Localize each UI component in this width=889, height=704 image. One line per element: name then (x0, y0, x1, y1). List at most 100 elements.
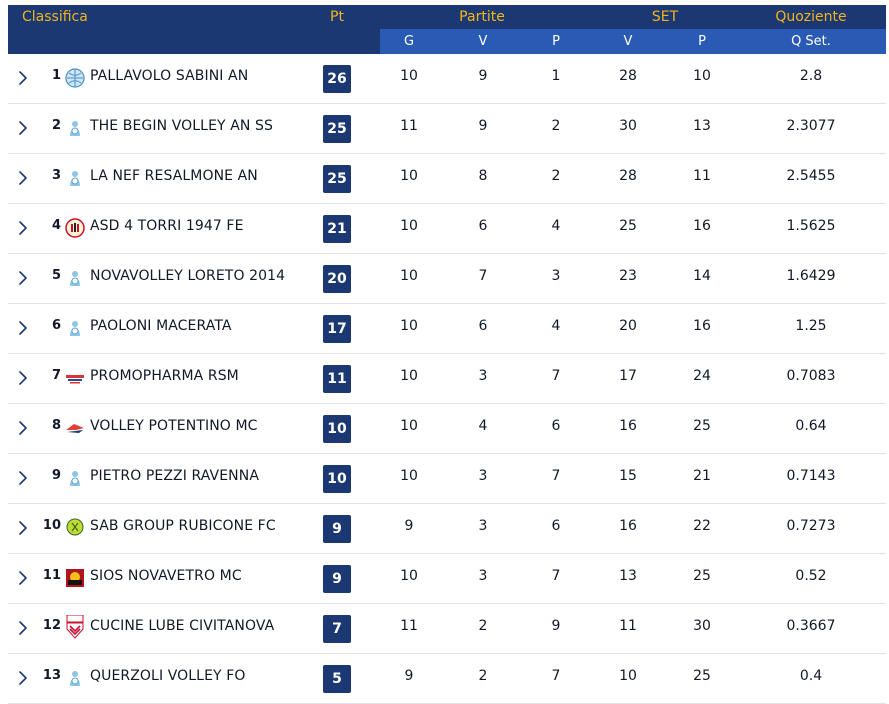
chevron-right-icon[interactable] (16, 269, 30, 287)
sets-won-cell: 28 (619, 168, 637, 184)
generic-team-logo-icon (65, 168, 85, 188)
rank-cell: 1 (51, 68, 61, 83)
sets-won-cell: 16 (619, 418, 637, 434)
table-row[interactable]: 7 PROMOPHARMA RSM 11 10 3 7 17 24 0.7083 (8, 354, 886, 404)
chevron-right-icon[interactable] (16, 319, 30, 337)
team-name[interactable]: QUERZOLI VOLLEY FO (90, 668, 246, 684)
chevron-right-icon[interactable] (16, 419, 30, 437)
points-badge: 20 (323, 265, 351, 293)
chevron-right-icon[interactable] (16, 619, 30, 637)
table-row[interactable]: 13 QUERZOLI VOLLEY FO 5 9 2 7 10 25 0.4 (8, 654, 886, 704)
chevron-right-icon[interactable] (16, 569, 30, 587)
team-name[interactable]: THE BEGIN VOLLEY AN SS (90, 118, 273, 134)
sets-won-cell: 11 (619, 618, 637, 634)
matches-won-cell: 2 (478, 618, 488, 634)
matches-won-cell: 9 (478, 118, 488, 134)
set-quotient-cell: 1.6429 (786, 268, 836, 284)
matches-lost-cell: 1 (551, 68, 561, 84)
matches-won-cell: 4 (478, 418, 488, 434)
table-row[interactable]: 4 ASD 4 TORRI 1947 FE 21 10 6 4 25 16 1.5625 (8, 204, 886, 254)
games-played-cell: 10 (400, 218, 418, 234)
rank-cell: 12 (42, 618, 61, 633)
generic-team-logo-icon (65, 118, 85, 138)
team-name[interactable]: VOLLEY POTENTINO MC (90, 418, 258, 434)
team-name[interactable]: PROMOPHARMA RSM (90, 368, 239, 384)
sets-won-cell: 15 (619, 468, 637, 484)
set-quotient-cell: 0.3667 (786, 618, 836, 634)
header-set: SET (651, 9, 679, 25)
header-classifica: Classifica (22, 9, 88, 25)
sets-won-cell: 30 (619, 118, 637, 134)
games-played-cell: 10 (400, 368, 418, 384)
team-name[interactable]: SIOS NOVAVETRO MC (90, 568, 242, 584)
points-badge: 9 (323, 515, 351, 543)
games-played-cell: 9 (404, 668, 414, 684)
matches-won-cell: 6 (478, 318, 488, 334)
potentino-logo-icon (65, 418, 85, 438)
matches-lost-cell: 6 (551, 518, 561, 534)
sets-lost-cell: 25 (693, 668, 711, 684)
subheader-v: V (478, 34, 488, 49)
set-quotient-cell: 1.25 (795, 318, 827, 334)
header-quoziente: Quoziente (775, 9, 847, 25)
sets-lost-cell: 13 (693, 118, 711, 134)
sets-lost-cell: 14 (693, 268, 711, 284)
team-name[interactable]: PALLAVOLO SABINI AN (90, 68, 249, 84)
subheader-set-p: P (698, 34, 706, 49)
matches-lost-cell: 7 (551, 468, 561, 484)
table-row[interactable]: 11 SIOS NOVAVETRO MC 9 10 3 7 13 25 0.52 (8, 554, 886, 604)
games-played-cell: 10 (400, 568, 418, 584)
matches-lost-cell: 2 (551, 168, 561, 184)
subheader-g: G (403, 34, 415, 49)
points-badge: 21 (323, 215, 351, 243)
table-row[interactable]: 10 SAB GROUP RUBICONE FC 9 9 3 6 16 22 0.7273 (8, 504, 886, 554)
generic-team-logo-icon (65, 268, 85, 288)
team-name[interactable]: PAOLONI MACERATA (90, 318, 232, 334)
table-row[interactable]: 1 PALLAVOLO SABINI AN 26 10 9 1 28 10 2.8 (8, 54, 886, 104)
chevron-right-icon[interactable] (16, 369, 30, 387)
table-row[interactable]: 9 PIETRO PEZZI RAVENNA 10 10 3 7 15 21 0.7143 (8, 454, 886, 504)
chevron-right-icon[interactable] (16, 219, 30, 237)
team-name[interactable]: NOVAVOLLEY LORETO 2014 (90, 268, 286, 284)
points-badge: 25 (323, 115, 351, 143)
matches-lost-cell: 4 (551, 318, 561, 334)
games-played-cell: 10 (400, 168, 418, 184)
matches-lost-cell: 4 (551, 218, 561, 234)
sets-lost-cell: 11 (693, 168, 711, 184)
table-row[interactable]: 6 PAOLONI MACERATA 17 10 6 4 20 16 1.25 (8, 304, 886, 354)
team-name[interactable]: ASD 4 TORRI 1947 FE (90, 218, 244, 234)
matches-lost-cell: 2 (551, 118, 561, 134)
table-row[interactable]: 5 NOVAVOLLEY LORETO 2014 20 10 7 3 23 14 1.6429 (8, 254, 886, 304)
chevron-right-icon[interactable] (16, 469, 30, 487)
points-badge: 9 (323, 565, 351, 593)
points-badge: 17 (323, 315, 351, 343)
rank-cell: 7 (51, 368, 61, 383)
points-badge: 7 (323, 615, 351, 643)
chevron-right-icon[interactable] (16, 119, 30, 137)
chevron-right-icon[interactable] (16, 519, 30, 537)
games-played-cell: 11 (400, 618, 418, 634)
team-name[interactable]: SAB GROUP RUBICONE FC (90, 518, 276, 534)
matches-lost-cell: 3 (551, 268, 561, 284)
rank-cell: 3 (51, 168, 61, 183)
chevron-right-icon[interactable] (16, 169, 30, 187)
matches-lost-cell: 9 (551, 618, 561, 634)
rank-cell: 8 (51, 418, 61, 433)
games-played-cell: 10 (400, 68, 418, 84)
matches-won-cell: 9 (478, 68, 488, 84)
table-row[interactable]: 2 THE BEGIN VOLLEY AN SS 25 11 9 2 30 13 2.3077 (8, 104, 886, 154)
team-name[interactable]: PIETRO PEZZI RAVENNA (90, 468, 260, 484)
games-played-cell: 10 (400, 268, 418, 284)
rank-cell: 2 (51, 118, 61, 133)
team-name[interactable]: CUCINE LUBE CIVITANOVA (90, 618, 275, 634)
generic-team-logo-icon (65, 668, 85, 688)
table-row[interactable]: 12 CUCINE LUBE CIVITANOVA 7 11 2 9 11 30 0.3667 (8, 604, 886, 654)
table-row[interactable]: 8 VOLLEY POTENTINO MC 10 10 4 6 16 25 0.64 (8, 404, 886, 454)
table-row[interactable]: 3 LA NEF RESALMONE AN 25 10 8 2 28 11 2.5455 (8, 154, 886, 204)
chevron-right-icon[interactable] (16, 669, 30, 687)
chevron-right-icon[interactable] (16, 69, 30, 87)
team-name[interactable]: LA NEF RESALMONE AN (90, 168, 258, 184)
points-badge: 10 (323, 415, 351, 443)
matches-won-cell: 3 (478, 468, 488, 484)
sets-won-cell: 28 (619, 68, 637, 84)
